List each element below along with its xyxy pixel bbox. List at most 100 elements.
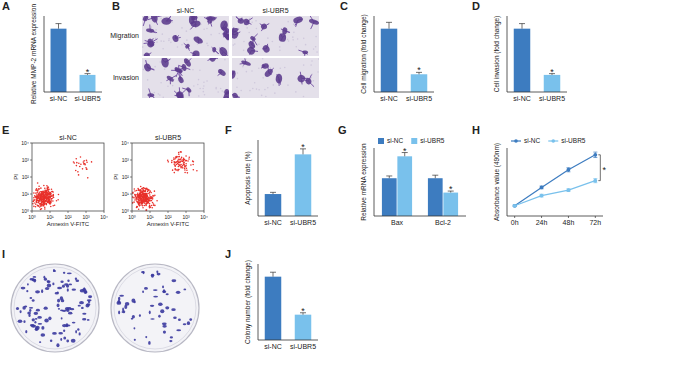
micrograph [142, 58, 229, 98]
colony [47, 280, 50, 282]
membrane-pore [147, 79, 149, 81]
membrane-pore [256, 28, 258, 30]
point [513, 204, 517, 208]
colony [118, 311, 120, 315]
event-dot [49, 196, 51, 198]
colony [67, 288, 69, 292]
colony [62, 285, 65, 288]
event-dot [143, 193, 145, 195]
x-tick-label: 10⁴ [200, 214, 208, 220]
event-dot [137, 196, 139, 198]
colony [153, 296, 158, 298]
event-dot [151, 205, 153, 207]
event-dot [46, 192, 48, 194]
error-bar [386, 176, 392, 178]
stained-cell [160, 58, 169, 68]
event-dot [139, 198, 141, 200]
colony [57, 304, 60, 308]
event-dot [154, 190, 156, 192]
colony [151, 274, 154, 278]
membrane-pore [224, 59, 226, 61]
colony [37, 316, 41, 319]
colony [160, 309, 164, 313]
event-dot [150, 206, 152, 208]
event-dot [42, 205, 44, 207]
colony [169, 340, 172, 342]
y-axis-label: Absorbance value (490nm) [493, 143, 501, 221]
stained-cell [146, 28, 155, 33]
event-dot [43, 205, 45, 207]
stained-cell [302, 50, 308, 55]
membrane-pore [287, 39, 289, 41]
x-tick-label: 10⁴ [100, 214, 108, 220]
y-tick-label: 10¹ [22, 191, 30, 197]
colony [176, 329, 181, 331]
membrane-pore [198, 79, 200, 81]
error-bar [593, 152, 597, 157]
colony [118, 300, 121, 304]
membrane-pore [284, 67, 286, 69]
event-dot [138, 201, 140, 203]
event-dot [142, 200, 144, 202]
error-bar [519, 24, 525, 29]
event-dot [148, 200, 150, 202]
colony [31, 324, 36, 327]
bar [51, 29, 67, 92]
event-dot [149, 203, 151, 205]
background [0, 0, 698, 371]
event-dot [146, 198, 148, 200]
event-dot [84, 163, 86, 165]
event-dot [145, 200, 147, 202]
event-dot [35, 192, 37, 194]
event-dot [185, 160, 187, 162]
event-dot [174, 162, 176, 164]
event-dot [52, 200, 54, 202]
event-dot [178, 153, 180, 155]
colony [165, 306, 169, 309]
event-dot [175, 161, 177, 163]
y-axis-line [374, 148, 375, 216]
colony [125, 302, 130, 306]
membrane-pore [181, 27, 183, 29]
event-dot [145, 200, 147, 202]
stained-cell [174, 66, 183, 74]
stained-cell [218, 46, 229, 56]
event-dot [50, 193, 52, 195]
colony [52, 332, 57, 335]
colony [57, 299, 60, 303]
event-dot [167, 161, 169, 163]
event-dot [138, 195, 140, 197]
point [540, 194, 544, 198]
stained-cell [232, 30, 240, 40]
colony [35, 327, 38, 331]
event-dot [134, 188, 136, 190]
event-dot [146, 203, 148, 205]
colony [20, 310, 22, 313]
y-tick [30, 177, 32, 178]
membrane-pore [220, 88, 222, 90]
bar [80, 75, 96, 92]
membrane-pore [155, 29, 157, 31]
event-dot [37, 196, 39, 198]
significance-mark: * [417, 65, 421, 75]
event-dot [39, 191, 41, 193]
event-dot [51, 191, 53, 193]
event-dot [186, 167, 188, 169]
plot-marks [514, 24, 561, 92]
stained-cell [279, 33, 287, 42]
event-dot [44, 201, 46, 203]
event-dot [139, 197, 141, 199]
event-dot [141, 197, 143, 199]
event-dot [41, 203, 43, 205]
plot-frame [32, 143, 104, 211]
event-dot [139, 197, 141, 199]
event-dot [142, 207, 144, 209]
significance-bracket [598, 155, 600, 181]
membrane-pore [292, 36, 294, 38]
event-dot [82, 168, 84, 170]
event-dot [41, 203, 43, 205]
colony [162, 322, 167, 325]
x-tick-label: Bcl-2 [435, 219, 451, 226]
membrane-pore [198, 95, 200, 97]
event-dot [42, 192, 44, 194]
